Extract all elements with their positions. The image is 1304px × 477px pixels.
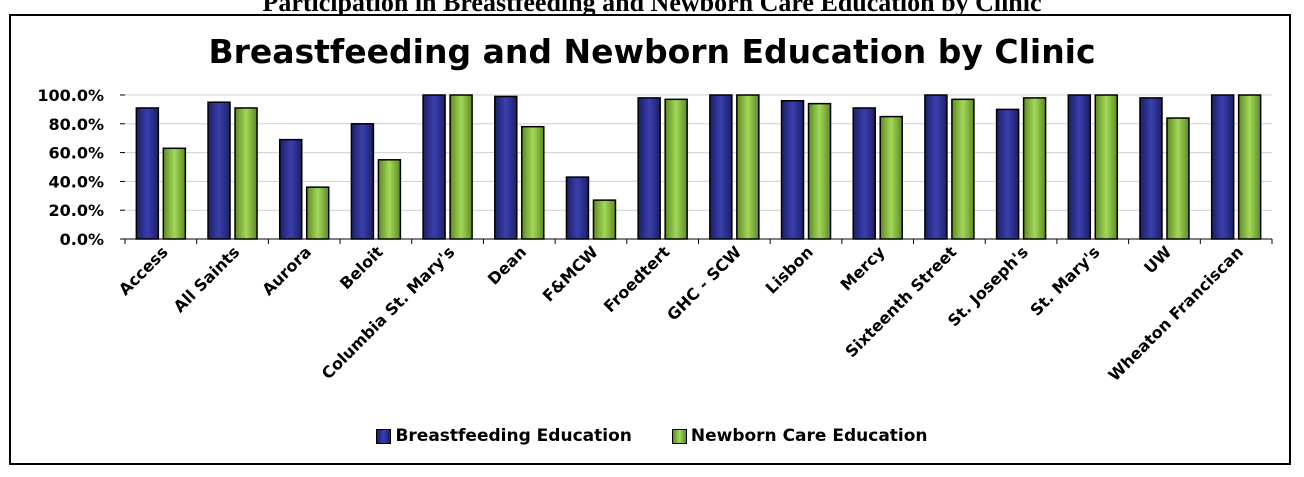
legend-item-breastfeeding: Breastfeeding Education (376, 426, 632, 446)
bar-newborn (1022, 97, 1047, 240)
bar-breastfeeding (637, 97, 661, 240)
y-tick-label: 60.0% (48, 144, 104, 163)
x-tick-label: Access (115, 242, 172, 299)
legend-swatch-newborn (671, 428, 687, 444)
bar-newborn (736, 94, 760, 240)
bar-newborn (951, 98, 975, 240)
bar-newborn (807, 102, 832, 240)
x-tick-label: Columbia St. Mary's (318, 242, 459, 383)
x-tick-label: GHC - SCW (663, 242, 745, 324)
legend: Breastfeeding Education Newborn Care Edu… (0, 426, 1304, 446)
x-tick-label: Beloit (336, 242, 387, 293)
bar-newborn (305, 186, 330, 240)
bar-newborn (1094, 94, 1119, 240)
legend-swatch-breastfeeding (376, 428, 392, 444)
bar-breastfeeding (422, 94, 446, 240)
bar-breastfeeding (278, 138, 303, 240)
bar-breastfeeding (135, 107, 160, 240)
x-tick-label: Froedtert (600, 242, 674, 316)
bar-breastfeeding (1210, 94, 1235, 240)
x-tick-label: Mercy (837, 242, 889, 294)
x-tick-label: Lisbon (762, 242, 817, 297)
bar-newborn (1166, 117, 1190, 240)
bar-newborn (664, 98, 688, 240)
bar-newborn (377, 159, 402, 240)
bar-breastfeeding (565, 176, 590, 240)
x-tick-label: All Saints (170, 242, 244, 316)
x-tick-label: Aurora (258, 242, 315, 299)
bar-newborn (234, 107, 258, 240)
x-tick-label: F&MCW (539, 242, 602, 305)
bar-newborn (879, 115, 903, 240)
bar-newborn (162, 147, 187, 240)
bar-breastfeeding (350, 123, 375, 240)
y-tick-label: 100.0% (37, 86, 104, 105)
bar-newborn (592, 199, 617, 240)
bar-breastfeeding (494, 95, 518, 240)
chart-title: Breastfeeding and Newborn Education by C… (208, 32, 1096, 71)
bar-newborn (1237, 94, 1262, 240)
x-tick-label: St. Mary's (1026, 242, 1103, 319)
bar-breastfeeding (709, 94, 733, 240)
bar-newborn (521, 125, 545, 240)
bar-breastfeeding (207, 101, 231, 240)
legend-label-newborn: Newborn Care Education (690, 426, 928, 446)
x-tick-label: UW (1140, 242, 1175, 277)
bar-breastfeeding (924, 94, 948, 240)
bar-breastfeeding (852, 107, 876, 240)
legend-item-newborn: Newborn Care Education (671, 426, 928, 446)
legend-label-breastfeeding: Breastfeeding Education (395, 426, 632, 446)
bar-breastfeeding (1067, 94, 1092, 240)
y-tick-label: 20.0% (48, 201, 104, 220)
bar-breastfeeding (780, 100, 805, 240)
figure-caption: Participation in Breastfeeding and Newbo… (0, 0, 1304, 14)
x-tick-label: Wheaton Franciscan (1105, 242, 1247, 384)
caption-clip: Participation in Breastfeeding and Newbo… (0, 0, 1304, 14)
y-tick-label: 80.0% (48, 115, 104, 134)
y-tick-label: 40.0% (48, 172, 104, 191)
x-tick-label: Dean (484, 242, 530, 288)
y-tick-label: 0.0% (60, 230, 104, 249)
bar-newborn (449, 94, 473, 240)
bar-breastfeeding (995, 108, 1020, 240)
bar-breastfeeding (1139, 97, 1163, 240)
